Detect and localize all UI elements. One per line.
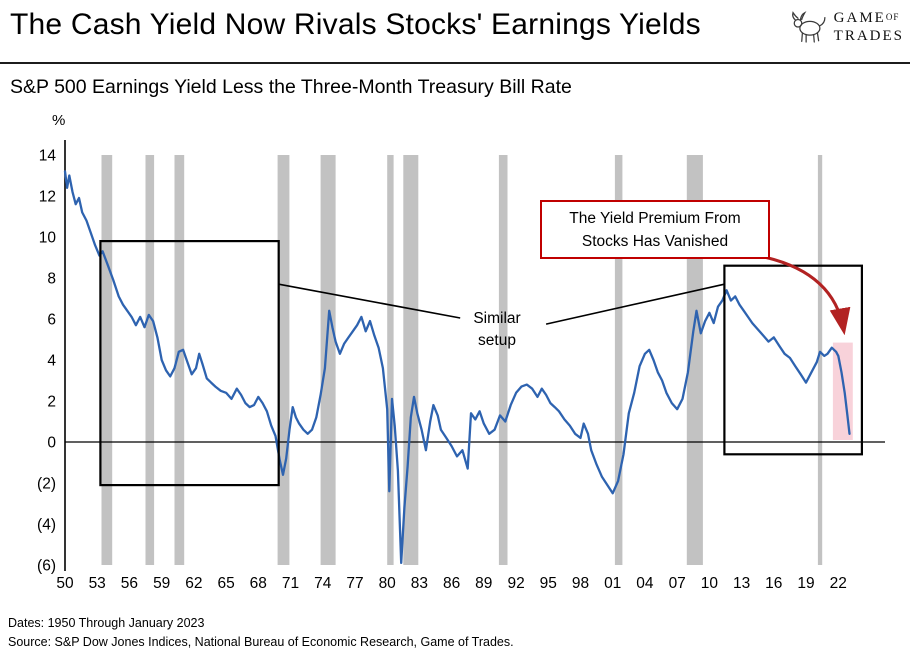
y-tick-label: (2) <box>37 476 56 493</box>
recent-highlight <box>832 342 853 440</box>
y-tick-label: 4 <box>47 353 56 370</box>
connector-line <box>545 283 725 325</box>
logo-word-of: OF <box>885 11 900 22</box>
logo-word-trades: TRADES <box>833 28 904 44</box>
x-tick-label: 50 <box>56 575 74 592</box>
logo-word-game: GAME <box>833 9 886 26</box>
y-tick-label: 6 <box>47 312 56 329</box>
similar-setup-line1: Similar <box>473 310 521 327</box>
vanished-line1: The Yield Premium From <box>569 210 741 227</box>
recession-band <box>277 155 290 565</box>
x-tick-label: 07 <box>669 575 686 592</box>
x-tick-label: 10 <box>701 575 719 592</box>
y-tick-label: 14 <box>39 148 57 165</box>
vanished-arrow <box>765 256 851 336</box>
recession-band <box>614 155 623 565</box>
x-tick-label: 98 <box>572 575 589 592</box>
x-tick-label: 16 <box>765 575 782 592</box>
x-tick-label: 01 <box>604 575 621 592</box>
x-tick-label: 74 <box>314 575 332 592</box>
similar-setup-line2: setup <box>478 332 516 350</box>
connector-line <box>278 283 461 319</box>
y-tick-label: 8 <box>47 271 56 288</box>
x-tick-label: 80 <box>379 575 397 592</box>
recession-bands <box>101 155 823 565</box>
similar-setup-box <box>99 239 280 487</box>
y-tick-label: 0 <box>47 435 56 452</box>
x-tick-label: 19 <box>797 575 814 592</box>
x-tick-label: 95 <box>540 575 557 592</box>
y-tick-label: 10 <box>39 230 57 247</box>
y-tick-label: (4) <box>37 517 56 534</box>
x-tick-label: 92 <box>507 575 524 592</box>
earnings-yield-line <box>63 170 851 565</box>
recession-band <box>320 155 336 565</box>
header-divider <box>0 62 910 64</box>
x-tick-label: 22 <box>830 575 847 592</box>
chart-area: 14 12 10 8 6 4 2 0 (2) (4) (6) 50 53 56 59 62 65 68 71 74 77… <box>0 130 910 610</box>
vanished-line2: Stocks Has Vanished <box>581 233 729 251</box>
logo-text: GAMEOF TRADES <box>834 9 904 46</box>
footer-dates: Dates: 1950 Through January 2023 <box>8 616 205 630</box>
x-tick-label: 86 <box>443 575 460 592</box>
y-axis-unit-label: % <box>52 112 66 129</box>
x-tick-label: 65 <box>217 575 234 592</box>
recession-band <box>174 155 185 565</box>
y-tick-label: 2 <box>47 394 56 411</box>
y-tick-label: 12 <box>39 189 56 206</box>
x-tick-label: 59 <box>153 575 170 592</box>
x-tick-label: 89 <box>475 575 492 592</box>
recession-band <box>101 155 113 565</box>
x-tick-label: 62 <box>185 575 202 592</box>
page-title: The Cash Yield Now Rivals Stocks' Earnin… <box>10 8 701 41</box>
y-tick-labels: 14 12 10 8 6 4 2 0 (2) (4) (6) <box>37 148 56 575</box>
x-tick-label: 71 <box>282 575 299 592</box>
x-tick-label: 77 <box>346 575 363 592</box>
x-tick-label: 04 <box>636 575 654 592</box>
recession-band <box>145 155 155 565</box>
y-tick-label: (6) <box>37 558 56 575</box>
bull-logo-icon <box>788 4 828 50</box>
recession-band <box>387 155 394 565</box>
x-tick-label: 53 <box>89 575 106 592</box>
chart-subtitle: S&P 500 Earnings Yield Less the Three-Mo… <box>10 76 572 98</box>
game-of-trades-logo: GAMEOF TRADES <box>788 4 904 50</box>
x-tick-labels: 50 53 56 59 62 65 68 71 74 77 80 83 86 89 92 95 98 01 04 07… <box>56 575 847 592</box>
x-tick-label: 83 <box>411 575 428 592</box>
x-tick-label: 13 <box>733 575 750 592</box>
x-tick-label: 68 <box>250 575 267 592</box>
yield-premium-vanished-callout: The Yield Premium From Stocks Has Vanish… <box>540 200 770 259</box>
similar-setup-annotation: Similar setup <box>447 308 547 353</box>
recession-band <box>498 155 508 565</box>
footer-source: Source: S&P Dow Jones Indices, National … <box>8 635 514 649</box>
x-tick-label: 56 <box>121 575 138 592</box>
recession-band <box>817 155 823 565</box>
